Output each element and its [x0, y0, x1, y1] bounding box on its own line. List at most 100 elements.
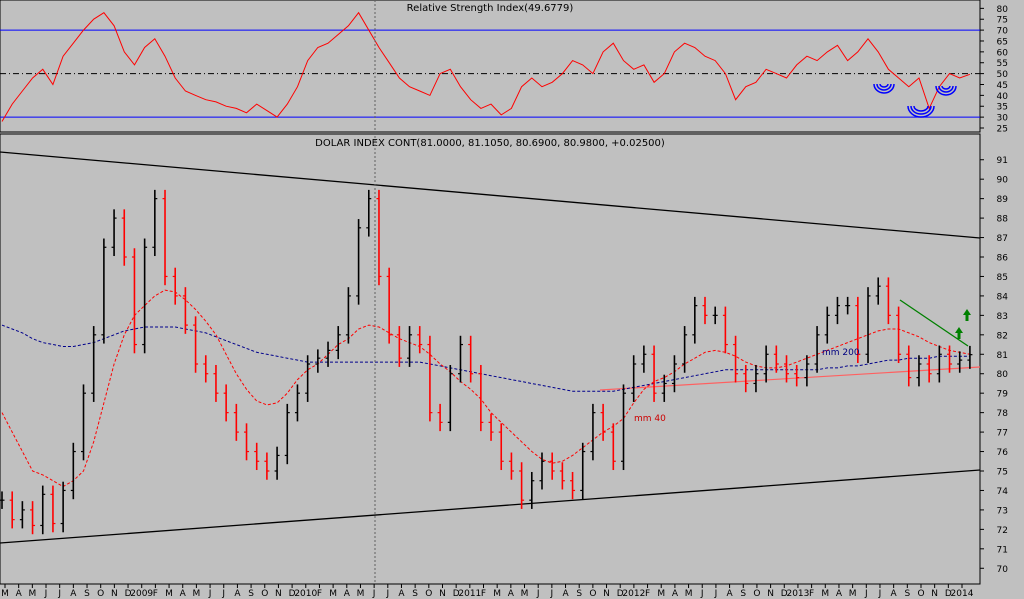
- price-bar: [294, 384, 300, 422]
- support-line: [599, 366, 981, 391]
- price-bar: [30, 501, 36, 535]
- price-bar: [722, 306, 728, 354]
- x-tick-label: M: [849, 589, 857, 599]
- x-tick-label: M: [1, 589, 9, 599]
- price-bar: [885, 277, 891, 325]
- price-bar: [274, 446, 280, 480]
- x-tick-label: A: [891, 589, 898, 599]
- price-bar: [203, 355, 209, 383]
- price-bar: [610, 423, 616, 471]
- price-bar: [865, 287, 871, 364]
- price-bar: [447, 364, 453, 432]
- x-tick-label: A: [562, 589, 569, 599]
- x-tick-label: O: [753, 589, 760, 599]
- price-bar: [417, 326, 423, 354]
- x-tick-label: D: [945, 589, 952, 599]
- rsi-panel: Relative Strength Index(49.6779) 2530354…: [0, 0, 1008, 135]
- price-y-tick-label: 81: [997, 351, 1008, 361]
- price-y-axis: 70 71 72 73 74 75 76 77 78 79 80 81 82 83 84 85 86 87 88 89…: [980, 156, 1008, 575]
- x-tick-label: M: [521, 589, 529, 599]
- price-bar: [590, 403, 596, 461]
- x-tick-label: O: [425, 589, 432, 599]
- mm200-line: [1, 324, 970, 392]
- price-bar: [111, 209, 117, 257]
- price-bar: [254, 442, 260, 471]
- x-tick-label: A: [180, 589, 187, 599]
- price-bar: [81, 384, 87, 461]
- price-bar: [631, 355, 637, 402]
- price-bar: [682, 326, 688, 373]
- price-bar: [101, 238, 107, 344]
- price-y-tick-label: 77: [997, 429, 1008, 439]
- price-bar: [794, 364, 800, 387]
- price-bar: [233, 403, 239, 441]
- rsi-reference-lines: [0, 29, 980, 118]
- x-tick-label: N: [603, 589, 610, 599]
- price-bar: [356, 219, 362, 305]
- price-bar: [0, 491, 5, 509]
- x-tick-label: M: [821, 589, 829, 599]
- x-tick-label: F: [317, 589, 322, 599]
- x-tick-label: 2013: [786, 589, 809, 599]
- arc-mark: [910, 105, 932, 115]
- price-bar: [9, 491, 15, 529]
- x-tick-label: A: [16, 589, 23, 599]
- price-bar: [875, 277, 881, 305]
- price-bar: [661, 374, 667, 402]
- price-bar: [733, 335, 739, 383]
- price-y-tick-label: 70: [997, 565, 1009, 575]
- price-y-tick-label: 71: [997, 545, 1008, 555]
- price-y-tick-label: 90: [997, 176, 1009, 186]
- price-bar: [427, 335, 433, 422]
- x-tick-label: A: [234, 589, 241, 599]
- rsi-y-tick-label: 35: [997, 103, 1008, 113]
- rsi-y-tick-label: 70: [997, 27, 1009, 37]
- price-bar: [692, 296, 698, 344]
- price-bar: [845, 296, 851, 315]
- arc-mark: [907, 105, 935, 118]
- rsi-y-tick-label: 25: [997, 125, 1008, 135]
- x-tick-label: J: [700, 589, 704, 599]
- price-bar: [580, 442, 586, 500]
- price-bar: [19, 501, 25, 529]
- price-y-tick-label: 75: [997, 468, 1008, 478]
- price-bar: [60, 481, 66, 533]
- price-bar: [814, 326, 820, 373]
- rsi-y-tick-label: 65: [997, 37, 1008, 47]
- x-tick-label: S: [412, 589, 418, 599]
- price-bar: [488, 413, 494, 441]
- x-tick-label: S: [904, 589, 910, 599]
- arc-mark: [879, 83, 889, 88]
- x-tick-label: 2012: [622, 589, 645, 599]
- price-y-tick-label: 72: [997, 526, 1008, 536]
- price-y-tick-label: 78: [997, 409, 1009, 419]
- rsi-y-tick-label: 40: [997, 92, 1009, 102]
- price-bar: [784, 355, 790, 383]
- x-tick-label: 2014: [951, 589, 974, 599]
- rsi-y-tick-label: 80: [997, 5, 1009, 15]
- x-tick-label: D: [453, 589, 460, 599]
- price-bar: [834, 296, 840, 325]
- price-bar: [457, 335, 463, 383]
- price-bar: [70, 442, 76, 500]
- x-tick-label: O: [97, 589, 104, 599]
- price-y-tick-label: 87: [997, 234, 1008, 244]
- price-bar: [743, 364, 749, 393]
- price-y-tick-label: 88: [997, 215, 1009, 225]
- price-bar: [213, 364, 219, 402]
- price-bar: [325, 341, 331, 367]
- x-tick-label: A: [508, 589, 515, 599]
- mm40-label: mm 40: [634, 414, 666, 424]
- x-tick-label: 2009: [130, 589, 153, 599]
- price-bar: [437, 403, 443, 432]
- x-tick-label: M: [165, 589, 173, 599]
- x-tick-label: M: [657, 589, 665, 599]
- price-bar: [773, 345, 779, 373]
- price-y-tick-label: 79: [997, 390, 1009, 400]
- x-tick-label: M: [28, 589, 36, 599]
- price-bar: [529, 471, 535, 509]
- rsi-y-tick-label: 55: [997, 59, 1008, 69]
- arc-mark: [941, 85, 951, 90]
- x-tick-label: J: [57, 589, 61, 599]
- price-bar: [926, 355, 932, 383]
